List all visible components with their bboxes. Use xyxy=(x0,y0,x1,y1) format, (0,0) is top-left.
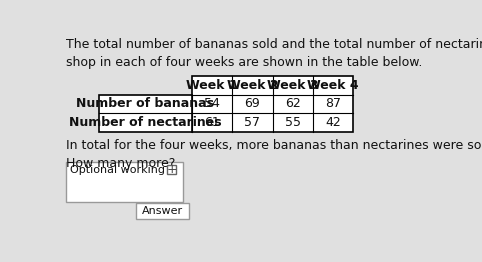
Text: Week 3: Week 3 xyxy=(267,79,319,92)
Text: Week 4: Week 4 xyxy=(307,79,359,92)
Text: 69: 69 xyxy=(244,97,260,110)
Bar xyxy=(192,76,353,132)
Text: 42: 42 xyxy=(325,116,341,129)
Text: Number of bananas: Number of bananas xyxy=(77,97,214,110)
Text: Number of nectarines: Number of nectarines xyxy=(69,116,222,129)
Text: 55: 55 xyxy=(285,116,301,129)
Text: 87: 87 xyxy=(325,97,341,110)
Text: +: + xyxy=(166,163,177,176)
Text: 57: 57 xyxy=(244,116,260,129)
Bar xyxy=(99,95,192,132)
Text: Optional working: Optional working xyxy=(70,165,165,176)
Bar xyxy=(67,162,183,202)
Text: 62: 62 xyxy=(285,97,301,110)
Text: Week 2: Week 2 xyxy=(227,79,278,92)
Bar xyxy=(136,203,189,219)
Text: The total number of bananas sold and the total number of nectarines sold in a
sh: The total number of bananas sold and the… xyxy=(67,38,482,69)
Text: In total for the four weeks, more bananas than nectarines were sold.
How many mo: In total for the four weeks, more banana… xyxy=(67,139,482,170)
Text: 54: 54 xyxy=(204,97,220,110)
Text: 61: 61 xyxy=(204,116,220,129)
Text: Week 1: Week 1 xyxy=(187,79,238,92)
Bar xyxy=(167,165,176,174)
Text: Answer: Answer xyxy=(142,206,183,216)
